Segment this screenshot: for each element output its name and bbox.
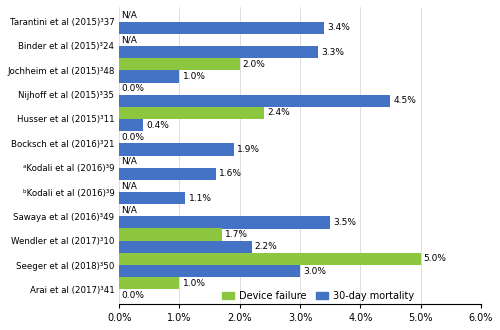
Legend: Device failure, 30-day mortality: Device failure, 30-day mortality bbox=[218, 287, 418, 305]
Text: 0.4%: 0.4% bbox=[146, 121, 169, 130]
Text: 1.1%: 1.1% bbox=[188, 194, 212, 203]
Bar bbox=[119, 70, 180, 82]
Text: 3.3%: 3.3% bbox=[321, 48, 344, 57]
Text: 1.0%: 1.0% bbox=[182, 72, 206, 81]
Text: 1.6%: 1.6% bbox=[218, 169, 242, 178]
Text: 1.7%: 1.7% bbox=[224, 230, 248, 239]
Text: 2.4%: 2.4% bbox=[267, 108, 289, 117]
Text: 2.0%: 2.0% bbox=[243, 59, 266, 69]
Bar bbox=[119, 216, 330, 229]
Bar bbox=[119, 253, 420, 265]
Bar bbox=[119, 265, 300, 278]
Bar bbox=[119, 119, 144, 131]
Text: N/A: N/A bbox=[121, 11, 137, 20]
Text: 0.0%: 0.0% bbox=[121, 84, 144, 93]
Text: N/A: N/A bbox=[121, 206, 137, 215]
Bar bbox=[119, 46, 318, 58]
Text: 0.0%: 0.0% bbox=[121, 133, 144, 142]
Text: 3.4%: 3.4% bbox=[327, 23, 350, 32]
Bar bbox=[119, 95, 390, 107]
Text: 1.9%: 1.9% bbox=[236, 145, 260, 154]
Text: 5.0%: 5.0% bbox=[424, 254, 446, 263]
Bar bbox=[119, 58, 240, 70]
Bar bbox=[119, 143, 234, 156]
Bar bbox=[119, 241, 252, 253]
Text: 2.2%: 2.2% bbox=[255, 243, 278, 251]
Bar bbox=[119, 21, 324, 34]
Text: 4.5%: 4.5% bbox=[394, 96, 416, 105]
Bar bbox=[119, 192, 186, 204]
Text: N/A: N/A bbox=[121, 35, 137, 44]
Text: 1.0%: 1.0% bbox=[182, 279, 206, 288]
Bar bbox=[119, 228, 222, 241]
Bar bbox=[119, 168, 216, 180]
Text: N/A: N/A bbox=[121, 181, 137, 190]
Text: 3.0%: 3.0% bbox=[303, 267, 326, 276]
Text: 3.5%: 3.5% bbox=[333, 218, 356, 227]
Bar bbox=[119, 107, 264, 119]
Text: 0.0%: 0.0% bbox=[121, 291, 144, 300]
Text: N/A: N/A bbox=[121, 157, 137, 166]
Bar bbox=[119, 277, 180, 289]
